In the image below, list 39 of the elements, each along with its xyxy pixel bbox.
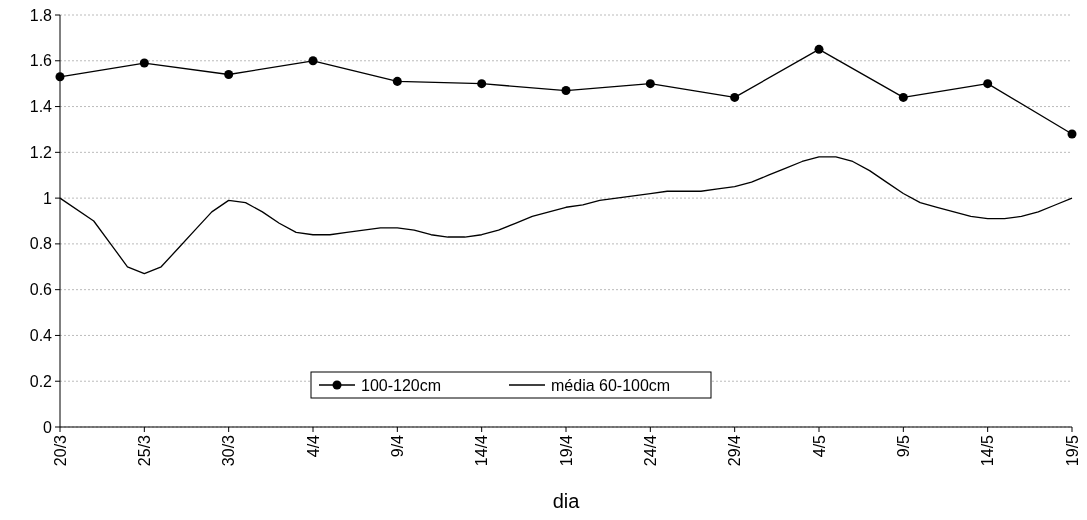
x-tick-label: 9/4 [388,434,406,458]
x-tick-label: 30/3 [220,434,238,467]
point [645,79,655,89]
point [392,76,402,86]
x-tick-label: 20/3 [51,434,69,467]
x-tick-label: 14/4 [473,434,491,467]
legend-label: média 60-100cm [551,376,671,394]
x-tick-label: 14/5 [979,434,997,467]
point [1067,129,1077,139]
point [308,56,318,66]
x-tick-label: 24/4 [641,434,659,467]
y-tick-label: 1 [43,189,53,207]
y-tick-label: 0.8 [29,235,53,253]
y-tick-label: 0 [43,418,53,436]
x-tick-label: 4/4 [304,434,322,458]
point [477,79,487,89]
point [898,92,908,102]
point [55,72,65,82]
point [814,44,824,54]
point [983,79,993,89]
y-tick-label: 0.6 [29,281,53,299]
point [139,58,149,68]
point [561,86,571,96]
y-tick-label: 1.8 [29,6,53,24]
y-tick-label: 1.6 [29,52,53,70]
point [730,92,740,102]
x-tick-label: 4/5 [810,434,828,458]
x-tick-label: 19/4 [557,434,575,467]
x-tick-label: 25/3 [135,434,153,467]
x-tick-label: 19/5 [1063,434,1081,467]
y-tick-label: 1.4 [29,98,53,116]
x-tick-label: 9/5 [894,434,912,458]
x-axis-title: dia [552,490,581,512]
x-tick-label: 29/4 [726,434,744,467]
y-tick-label: 0.4 [29,327,53,345]
y-tick-label: 0.2 [29,372,53,390]
y-tick-label: 1.2 [29,143,53,161]
point [224,70,234,80]
legend-label: 100-120cm [361,376,442,394]
